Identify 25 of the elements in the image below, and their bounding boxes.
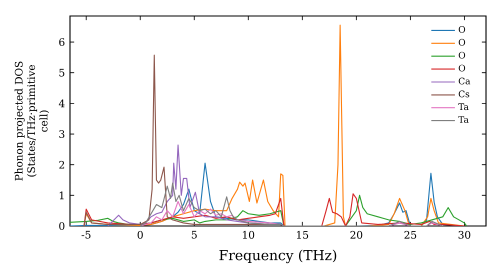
x-tick-label: -5	[82, 230, 90, 239]
legend-label: O	[458, 38, 466, 46]
legend-label: O	[458, 64, 466, 72]
legend-label: O	[458, 52, 466, 59]
legend-label: O	[458, 26, 466, 33]
x-tick-label: 30	[458, 230, 470, 239]
y-tick-label: 4	[58, 100, 65, 108]
legend-label: Ta	[458, 116, 469, 123]
y-tick-label: 3	[59, 130, 64, 138]
legend-label: Cs	[458, 90, 470, 98]
x-tick-label: 10	[242, 230, 254, 239]
x-tick-label: 15	[296, 230, 308, 239]
x-axis-title: Frequency (THz)	[219, 250, 336, 264]
legend-label: Ta	[458, 103, 469, 110]
y-tick-label: 5	[59, 68, 64, 77]
y-tick-label: 6	[59, 38, 64, 46]
x-tick-label: 0	[138, 230, 143, 239]
legend-label: Ca	[458, 78, 470, 84]
y-tick-label: 0	[59, 222, 64, 230]
x-tick-label: 25	[404, 230, 416, 239]
y-axis-title: Phonon projected DOS (States/THz·primitive cell)	[14, 62, 49, 181]
y-tick-label: 1	[60, 191, 64, 200]
y-tick-label: 2	[59, 160, 64, 169]
x-tick-label: 20	[350, 230, 362, 239]
x-tick-label: 5	[192, 230, 197, 239]
